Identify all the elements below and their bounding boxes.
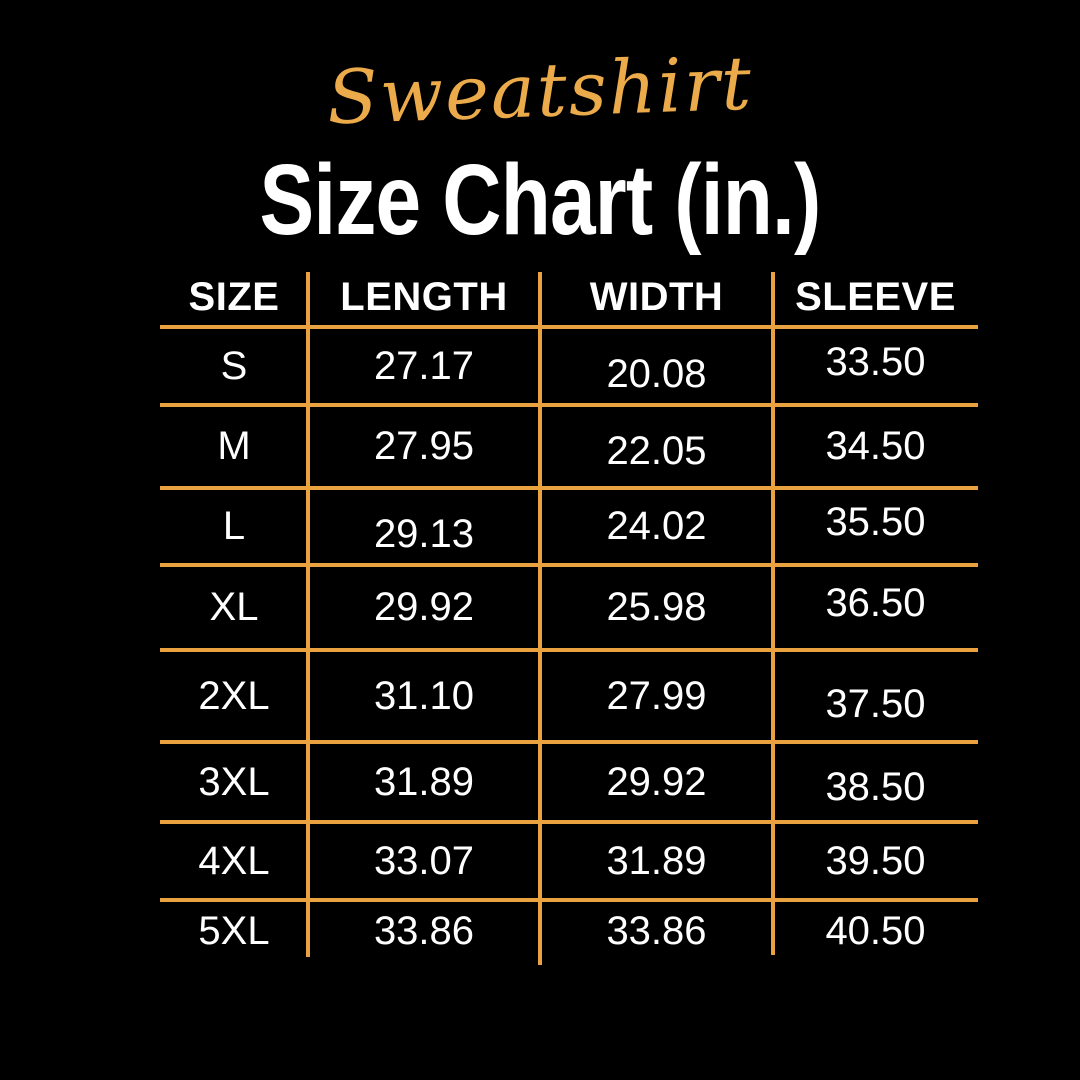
table-gridline-vertical bbox=[306, 272, 310, 957]
column-header-sleeve: SLEEVE bbox=[795, 275, 956, 319]
sleeve-value: 38.50 bbox=[825, 764, 926, 809]
script-subtitle: Sweatshirt bbox=[325, 40, 755, 142]
size-label: 2XL bbox=[198, 673, 270, 718]
table-gridline-horizontal bbox=[160, 486, 978, 490]
length-value: 33.86 bbox=[373, 908, 475, 953]
sleeve-value: 33.50 bbox=[825, 339, 926, 384]
column-header-length: LENGTH bbox=[340, 275, 508, 319]
width-value: 31.89 bbox=[606, 838, 707, 883]
sleeve-value: 37.50 bbox=[825, 681, 926, 726]
table-gridline-horizontal bbox=[160, 820, 978, 824]
length-value: 29.92 bbox=[373, 585, 475, 629]
size-label: XL bbox=[209, 585, 259, 629]
table-gridline-horizontal bbox=[160, 403, 978, 407]
width-value: 22.05 bbox=[606, 429, 707, 473]
table-gridline-horizontal bbox=[160, 898, 978, 902]
length-value: 27.95 bbox=[373, 424, 475, 468]
width-value: 33.86 bbox=[606, 908, 707, 953]
sleeve-value: 34.50 bbox=[825, 424, 926, 468]
table-gridline-horizontal bbox=[160, 740, 978, 744]
size-table: SIZE LENGTH WIDTH SLEEVE S 27.17 20.08 3… bbox=[160, 268, 978, 965]
width-value: 24.02 bbox=[606, 504, 707, 548]
sleeve-value: 35.50 bbox=[825, 500, 926, 544]
sleeve-value: 36.50 bbox=[825, 581, 926, 625]
size-label: 3XL bbox=[198, 759, 270, 804]
size-label: L bbox=[222, 504, 246, 548]
size-label: 5XL bbox=[198, 908, 270, 953]
column-header-size: SIZE bbox=[188, 275, 280, 319]
width-value: 25.98 bbox=[606, 585, 707, 629]
length-value: 33.07 bbox=[373, 838, 475, 883]
sleeve-value: 39.50 bbox=[825, 838, 926, 883]
length-value: 29.13 bbox=[373, 512, 475, 556]
table-gridline-horizontal bbox=[160, 325, 978, 329]
table-gridline-horizontal bbox=[160, 563, 978, 567]
width-value: 20.08 bbox=[606, 351, 707, 396]
sleeve-value: 40.50 bbox=[825, 908, 926, 953]
width-value: 29.92 bbox=[606, 759, 707, 804]
table-gridline-vertical bbox=[538, 272, 542, 965]
size-label: S bbox=[220, 343, 248, 388]
length-value: 27.17 bbox=[373, 343, 475, 388]
length-value: 31.89 bbox=[373, 759, 475, 804]
length-value: 31.10 bbox=[373, 673, 475, 718]
size-label: 4XL bbox=[198, 838, 270, 883]
table-gridline-vertical bbox=[771, 272, 775, 955]
page-title: Size Chart (in.) bbox=[259, 144, 822, 256]
column-header-width: WIDTH bbox=[589, 275, 724, 319]
table-gridline-horizontal bbox=[160, 648, 978, 652]
width-value: 27.99 bbox=[606, 673, 707, 718]
size-label: M bbox=[217, 424, 251, 468]
